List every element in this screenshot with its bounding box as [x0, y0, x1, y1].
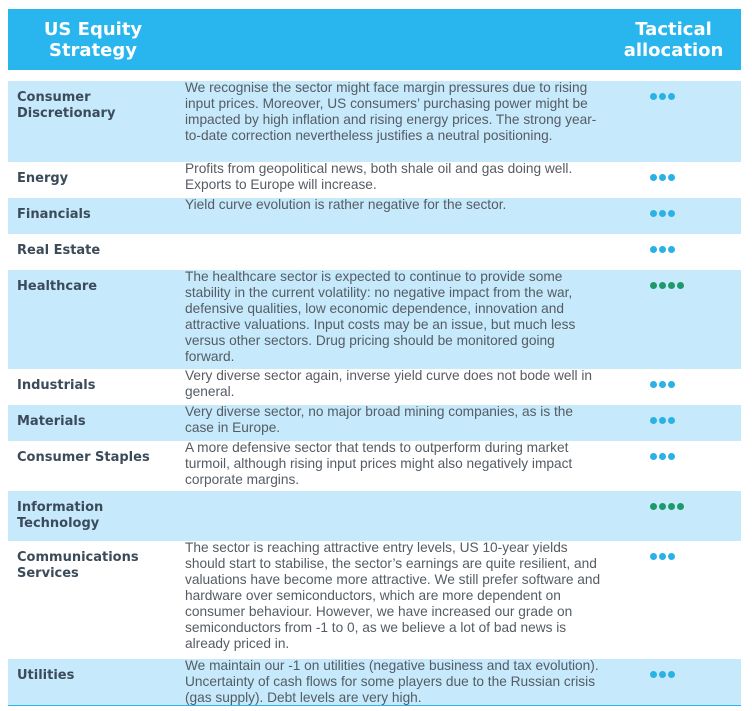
- sector-name: Utilities: [17, 668, 75, 683]
- rating-dot-icon: [668, 381, 675, 388]
- allocation-rating: [650, 453, 730, 471]
- table-header: US Equity Strategy Tactical allocation: [8, 9, 741, 70]
- rating-dot-icon: [650, 210, 657, 217]
- strategy-header-line1: US Equity: [43, 19, 143, 40]
- allocation-rating: [650, 282, 730, 300]
- rating-dot-icon: [659, 553, 666, 560]
- sector-name: Industrials: [17, 378, 96, 393]
- rating-dot-icon: [650, 553, 657, 560]
- table-row: Energy Profits from geopolitical news, bo…: [8, 162, 741, 198]
- allocation-rating: [650, 553, 730, 571]
- rating-dot-icon: [668, 503, 675, 510]
- allocation-rating: [650, 93, 730, 111]
- sector-comment: We recognise the sector might face margi…: [185, 81, 597, 143]
- sector-name: Materials: [17, 414, 86, 429]
- rating-dot-icon: [668, 93, 675, 100]
- sector-name: Communications Services: [17, 550, 139, 581]
- table-row: Real Estate: [8, 234, 741, 270]
- sector-name: Energy: [17, 171, 69, 186]
- table-row: Industrials Very diverse sector again, in…: [8, 369, 741, 405]
- table-row: Communications Services The sector is rea…: [8, 541, 741, 659]
- rating-dot-icon: [668, 453, 675, 460]
- allocation-rating: [650, 246, 730, 264]
- rating-dot-icon: [650, 503, 657, 510]
- rating-dot-icon: [668, 282, 675, 289]
- rating-dot-icon: [650, 453, 657, 460]
- sector-name: Consumer Staples: [17, 450, 150, 465]
- sector-name: Information Technology: [17, 500, 104, 531]
- rating-dot-icon: [650, 282, 657, 289]
- strategy-header-line2: Strategy: [48, 40, 138, 61]
- allocation-header-line1: Tactical: [635, 19, 712, 40]
- rating-dot-icon: [659, 671, 666, 678]
- allocation-column-header: Tactical allocation: [606, 19, 741, 61]
- rating-dot-icon: [650, 246, 657, 253]
- allocation-rating: [650, 417, 730, 435]
- sector-comment: The sector is reaching attractive entry …: [185, 541, 601, 651]
- rating-dot-icon: [659, 210, 666, 217]
- sector-comment: The healthcare sector is expected to con…: [185, 270, 576, 364]
- rating-dot-icon: [659, 381, 666, 388]
- rating-dot-icon: [650, 381, 657, 388]
- rating-dot-icon: [668, 174, 675, 181]
- allocation-rating: [650, 671, 730, 689]
- rating-dot-icon: [659, 453, 666, 460]
- rating-dot-icon: [668, 210, 675, 217]
- rating-dot-icon: [650, 93, 657, 100]
- table-row: Information Technology: [8, 491, 741, 541]
- allocation-rating: [650, 381, 730, 399]
- rating-dot-icon: [677, 282, 684, 289]
- table-row: Consumer Discretionary We recognise the s…: [8, 81, 741, 162]
- rating-dot-icon: [668, 553, 675, 560]
- allocation-rating: [650, 210, 730, 228]
- rating-dot-icon: [677, 503, 684, 510]
- sector-comment: Yield curve evolution is rather negative…: [185, 198, 507, 212]
- table-row: Financials Yield curve evolution is rathe…: [8, 198, 741, 234]
- sector-comment: We maintain our -1 on utilities (negativ…: [185, 659, 599, 705]
- allocation-header-line2: allocation: [623, 40, 724, 61]
- sector-comment: Very diverse sector again, inverse yield…: [185, 369, 593, 399]
- rating-dot-icon: [659, 417, 666, 424]
- sector-comment: Very diverse sector, no major broad mini…: [185, 405, 574, 435]
- table-row: Materials Very diverse sector, no major b…: [8, 405, 741, 441]
- sector-name: Financials: [17, 207, 91, 222]
- rating-dot-icon: [668, 246, 675, 253]
- rating-dot-icon: [659, 93, 666, 100]
- sector-name: Consumer Discretionary: [17, 90, 116, 121]
- rating-dot-icon: [650, 174, 657, 181]
- allocation-rating: [650, 503, 730, 521]
- rating-dot-icon: [659, 282, 666, 289]
- allocation-rating: [650, 174, 730, 192]
- sector-name: Real Estate: [17, 243, 101, 258]
- rating-dot-icon: [668, 417, 675, 424]
- rating-dot-icon: [650, 417, 657, 424]
- rating-dot-icon: [659, 174, 666, 181]
- strategy-column-header: US Equity Strategy: [8, 19, 178, 61]
- sector-comment: Profits from geopolitical news, both sha…: [185, 162, 573, 192]
- rating-dot-icon: [668, 671, 675, 678]
- table-row: Healthcare The healthcare sector is expec…: [8, 270, 741, 369]
- rating-dot-icon: [659, 503, 666, 510]
- rating-dot-icon: [659, 246, 666, 253]
- table-row: Consumer Staples A more defensive sector …: [8, 441, 741, 491]
- sector-name: Healthcare: [17, 279, 98, 294]
- table-bottom-border: [8, 705, 741, 706]
- equity-strategy-table: US Equity Strategy Tactical allocation C…: [8, 9, 741, 706]
- table-row: Utilities We maintain our -1 on utilities…: [8, 659, 741, 705]
- rating-dot-icon: [650, 671, 657, 678]
- sector-comment: A more defensive sector that tends to ou…: [185, 441, 573, 487]
